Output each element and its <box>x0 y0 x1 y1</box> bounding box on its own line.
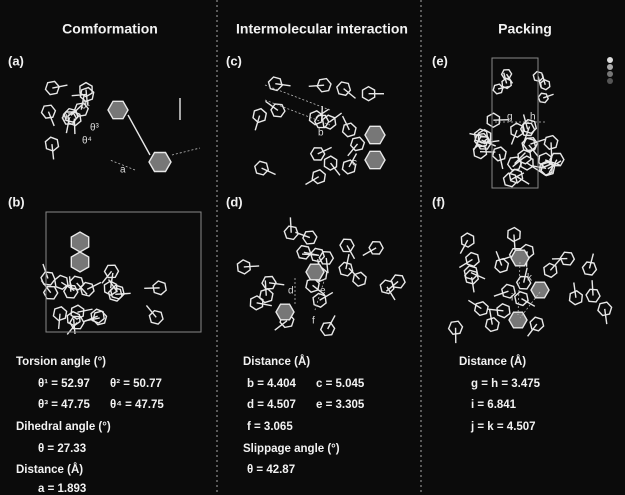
annotation: θ³ <box>90 123 100 134</box>
note: g = h = 3.475 <box>471 378 541 390</box>
note: i = 6.841 <box>471 399 517 411</box>
note-heading: Distance (Å) <box>459 355 526 368</box>
note: f = 3.065 <box>247 421 293 433</box>
annotation: c <box>352 158 357 169</box>
molecule-stick <box>607 64 613 70</box>
annotation: θ⁴ <box>82 136 92 147</box>
molecule-stick <box>108 101 128 118</box>
panel-label: (b) <box>8 194 25 209</box>
note-heading: Torsion angle (°) <box>16 356 106 368</box>
molecule-stick <box>276 304 294 320</box>
annotation: θ¹ <box>81 101 91 112</box>
note: e = 3.305 <box>316 399 365 411</box>
column-title: Packing <box>498 21 552 37</box>
molecule-stick <box>265 280 266 295</box>
note: b = 4.404 <box>247 378 297 390</box>
molecule-stick <box>592 280 593 295</box>
panel-label: (e) <box>432 53 448 68</box>
annotation: a <box>120 165 126 176</box>
molecule-stick <box>607 78 613 84</box>
note-heading: Distance (Å) <box>16 463 83 476</box>
panel-label: (f) <box>432 194 445 209</box>
molecule-stick <box>365 126 385 143</box>
note-heading: Dihedral angle (°) <box>16 421 111 433</box>
annotation: e <box>320 286 326 297</box>
note: θ³ = 47.75 <box>38 399 91 411</box>
note: d = 4.507 <box>247 399 296 411</box>
panel-label: (c) <box>226 53 242 68</box>
note-heading: Slippage angle (°) <box>243 443 340 455</box>
annotation: h <box>530 112 536 123</box>
panel-label: (a) <box>8 53 24 68</box>
molecule-stick <box>115 293 130 294</box>
figure: Comformation Intermolecular interaction … <box>0 0 625 495</box>
molecule-stick <box>71 252 88 272</box>
molecule-stick <box>71 232 88 252</box>
molecule-stick <box>531 282 549 298</box>
molecule-stick <box>306 264 324 280</box>
annotation: d <box>288 286 294 297</box>
column-title: Intermolecular interaction <box>236 21 408 37</box>
note: θ = 27.33 <box>38 443 86 455</box>
molecule-stick <box>244 266 259 267</box>
molecule-stick <box>290 217 291 232</box>
annotation: b <box>318 128 324 139</box>
note: θ = 42.87 <box>247 464 295 476</box>
note: θ⁴ = 47.75 <box>110 399 164 411</box>
note-heading: Distance (Å) <box>243 355 310 368</box>
note: c = 5.045 <box>316 378 365 390</box>
note: a = 1.893 <box>38 483 86 495</box>
annotation: θ² <box>62 113 72 124</box>
molecule-stick <box>149 153 171 172</box>
panel-label: (d) <box>226 194 243 209</box>
column-title: Comformation <box>62 21 158 37</box>
molecule-stick <box>551 142 552 157</box>
note: θ¹ = 52.97 <box>38 378 90 390</box>
annotation: f <box>312 316 315 327</box>
molecule-stick <box>607 57 613 63</box>
note: θ² = 50.77 <box>110 378 162 390</box>
molecule-stick <box>607 71 613 77</box>
annotation: i <box>511 293 513 304</box>
note: j = k = 4.507 <box>470 421 536 433</box>
annotation: g <box>507 112 513 123</box>
molecule-stick <box>365 151 385 168</box>
